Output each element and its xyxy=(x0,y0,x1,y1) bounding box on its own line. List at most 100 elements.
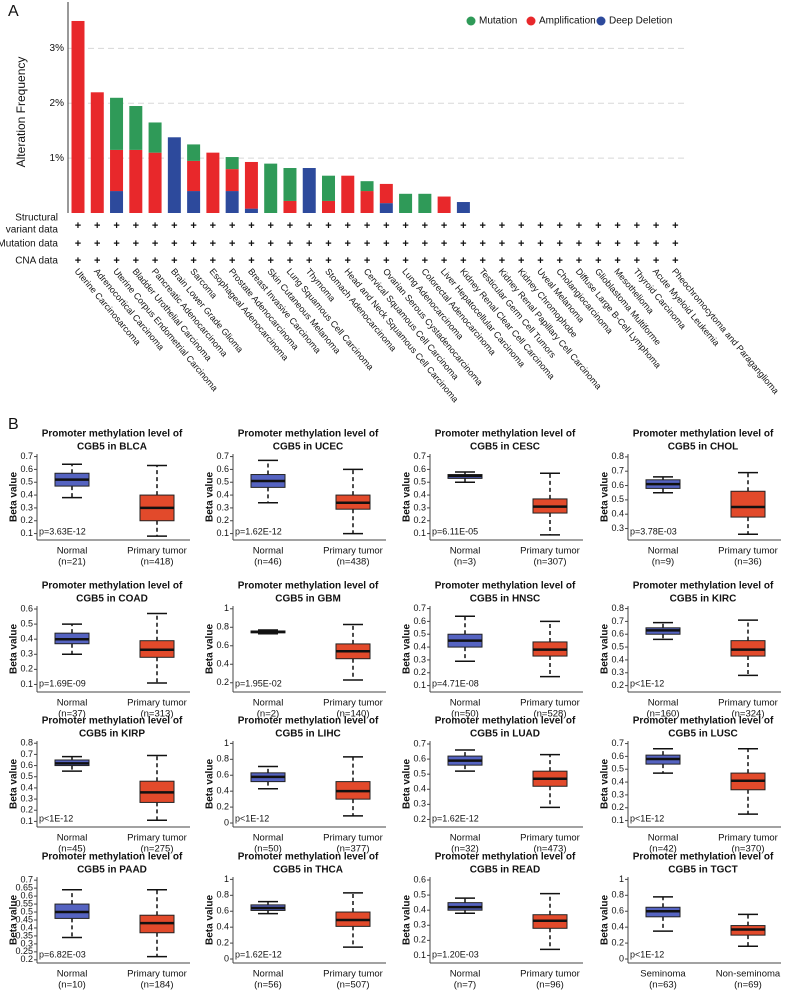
y-tick-label: 0.4 xyxy=(611,654,624,664)
y-axis-label: Beta value xyxy=(9,472,20,522)
n-label: (n=377) xyxy=(336,844,369,855)
y-tick-label: 0.3 xyxy=(413,799,426,809)
y-tick-label: 0.4 xyxy=(413,784,426,794)
n-label: (n=37) xyxy=(58,709,86,720)
y-tick-label: 0.6 xyxy=(216,770,229,780)
row-symbol: + xyxy=(113,220,119,232)
y-axis-label: Beta value xyxy=(402,759,413,809)
row-symbol: + xyxy=(94,220,100,232)
y-tick-label: 0.4 xyxy=(216,489,229,499)
y-tick-label: 0.7 xyxy=(611,616,624,626)
chart-title: CGB5 in LIHC xyxy=(275,729,341,740)
y-tick-label: 0.6 xyxy=(611,906,624,916)
y-tick-label: 0.1 xyxy=(20,679,33,689)
panel-label: B xyxy=(8,416,19,433)
bar-segment xyxy=(167,137,181,213)
n-label: (n=140) xyxy=(336,709,369,720)
chart-title: CGB5 in GBM xyxy=(275,594,341,605)
n-label: (n=32) xyxy=(451,844,479,855)
x-tick-label: Non-seminoma xyxy=(716,969,781,980)
n-label: (n=46) xyxy=(254,557,282,568)
row-symbol: + xyxy=(537,238,543,250)
y-tick-label: 0.4 xyxy=(20,922,33,932)
n-label: (n=45) xyxy=(58,844,86,855)
row-symbol: + xyxy=(595,238,601,250)
row-symbol: + xyxy=(576,238,582,250)
x-tick-label: Primary tumor xyxy=(520,698,580,709)
y-tick-label: 0.4 xyxy=(413,905,426,915)
chart-title: CGB5 in COAD xyxy=(76,594,148,605)
x-tick-label: Primary tumor xyxy=(520,969,580,980)
y-axis-label: Alteration Frequency xyxy=(14,57,28,168)
y-tick-label: 0.8 xyxy=(611,451,624,461)
bar-segment xyxy=(148,122,162,153)
bar-segment xyxy=(225,169,239,192)
n-label: (n=69) xyxy=(734,980,762,991)
row-symbol: + xyxy=(345,220,351,232)
chart-title: CGB5 in CHOL xyxy=(668,442,739,453)
row-symbol: + xyxy=(306,220,312,232)
row-symbol: + xyxy=(287,220,293,232)
p-value: p=1.62E-12 xyxy=(235,526,282,536)
y-tick-label: 0.6 xyxy=(216,464,229,474)
bar-segment xyxy=(456,202,470,213)
bar-segment xyxy=(110,149,124,192)
row-symbol: + xyxy=(383,255,389,267)
bar-segment xyxy=(341,175,355,213)
row-symbol: + xyxy=(75,238,81,250)
row-symbol: + xyxy=(595,255,601,267)
bar-segment xyxy=(225,191,239,213)
x-tick-label: Normal xyxy=(450,969,481,980)
row-symbol: + xyxy=(210,220,216,232)
row-symbol: + xyxy=(210,238,216,250)
bar-segment xyxy=(379,203,393,213)
n-label: (n=313) xyxy=(140,709,173,720)
row-symbol: + xyxy=(345,238,351,250)
legend-label: Mutation xyxy=(479,16,517,27)
row-symbol: + xyxy=(634,238,640,250)
y-tick-label: 0.2 xyxy=(20,664,33,674)
y-tick-label: 0.4 xyxy=(611,776,624,786)
y-tick-label: 0.5 xyxy=(20,906,33,916)
legend-marker xyxy=(466,16,476,26)
y-tick-label: 0.6 xyxy=(413,874,426,884)
p-value: p=1.62E-12 xyxy=(235,949,282,959)
chart-title: CGB5 in PAAD xyxy=(77,865,147,876)
row-symbol: + xyxy=(402,238,408,250)
row-symbol: + xyxy=(518,255,524,267)
chart-title: CGB5 in LUAD xyxy=(470,729,540,740)
row-symbol: + xyxy=(576,220,582,232)
row-symbol: + xyxy=(614,255,620,267)
y-tick-label: 0.7 xyxy=(216,451,229,461)
row-symbol: + xyxy=(672,238,678,250)
bar-segment xyxy=(399,193,413,213)
y-tick-label: 0.6 xyxy=(216,906,229,916)
x-tick-label: Primary tumor xyxy=(127,833,187,844)
y-tick-label: 0.4 xyxy=(20,782,33,792)
y-axis-label: Beta value xyxy=(600,624,611,674)
chart-title: Promoter methylation level of xyxy=(42,581,183,592)
chart-title: Promoter methylation level of xyxy=(238,716,379,727)
y-tick-label: 0.6 xyxy=(216,640,229,650)
y-tick-label: 0.1 xyxy=(20,528,33,538)
bar-segment xyxy=(225,157,239,170)
y-tick-label: 0.2 xyxy=(413,667,426,677)
row-symbol: + xyxy=(383,220,389,232)
n-label: (n=507) xyxy=(336,980,369,991)
row-label: variant data xyxy=(6,225,59,236)
y-tick-label: 0.45 xyxy=(15,914,33,924)
row-symbol: + xyxy=(460,255,466,267)
bar-segment xyxy=(244,161,258,209)
y-tick-label: 0.6 xyxy=(20,464,33,474)
y-tick-label: 0.3 xyxy=(611,667,624,677)
bar-segment xyxy=(437,196,451,213)
row-label: Mutation data xyxy=(0,239,58,250)
row-symbol: + xyxy=(402,255,408,267)
x-tick-label: Normal xyxy=(57,698,88,709)
legend-label: Amplification xyxy=(539,16,596,27)
bar-segment xyxy=(322,175,336,201)
p-value: p<1E-12 xyxy=(630,678,664,688)
row-label: CNA data xyxy=(15,256,58,267)
n-label: (n=438) xyxy=(336,557,369,568)
chart-title: Promoter methylation level of xyxy=(42,852,183,863)
